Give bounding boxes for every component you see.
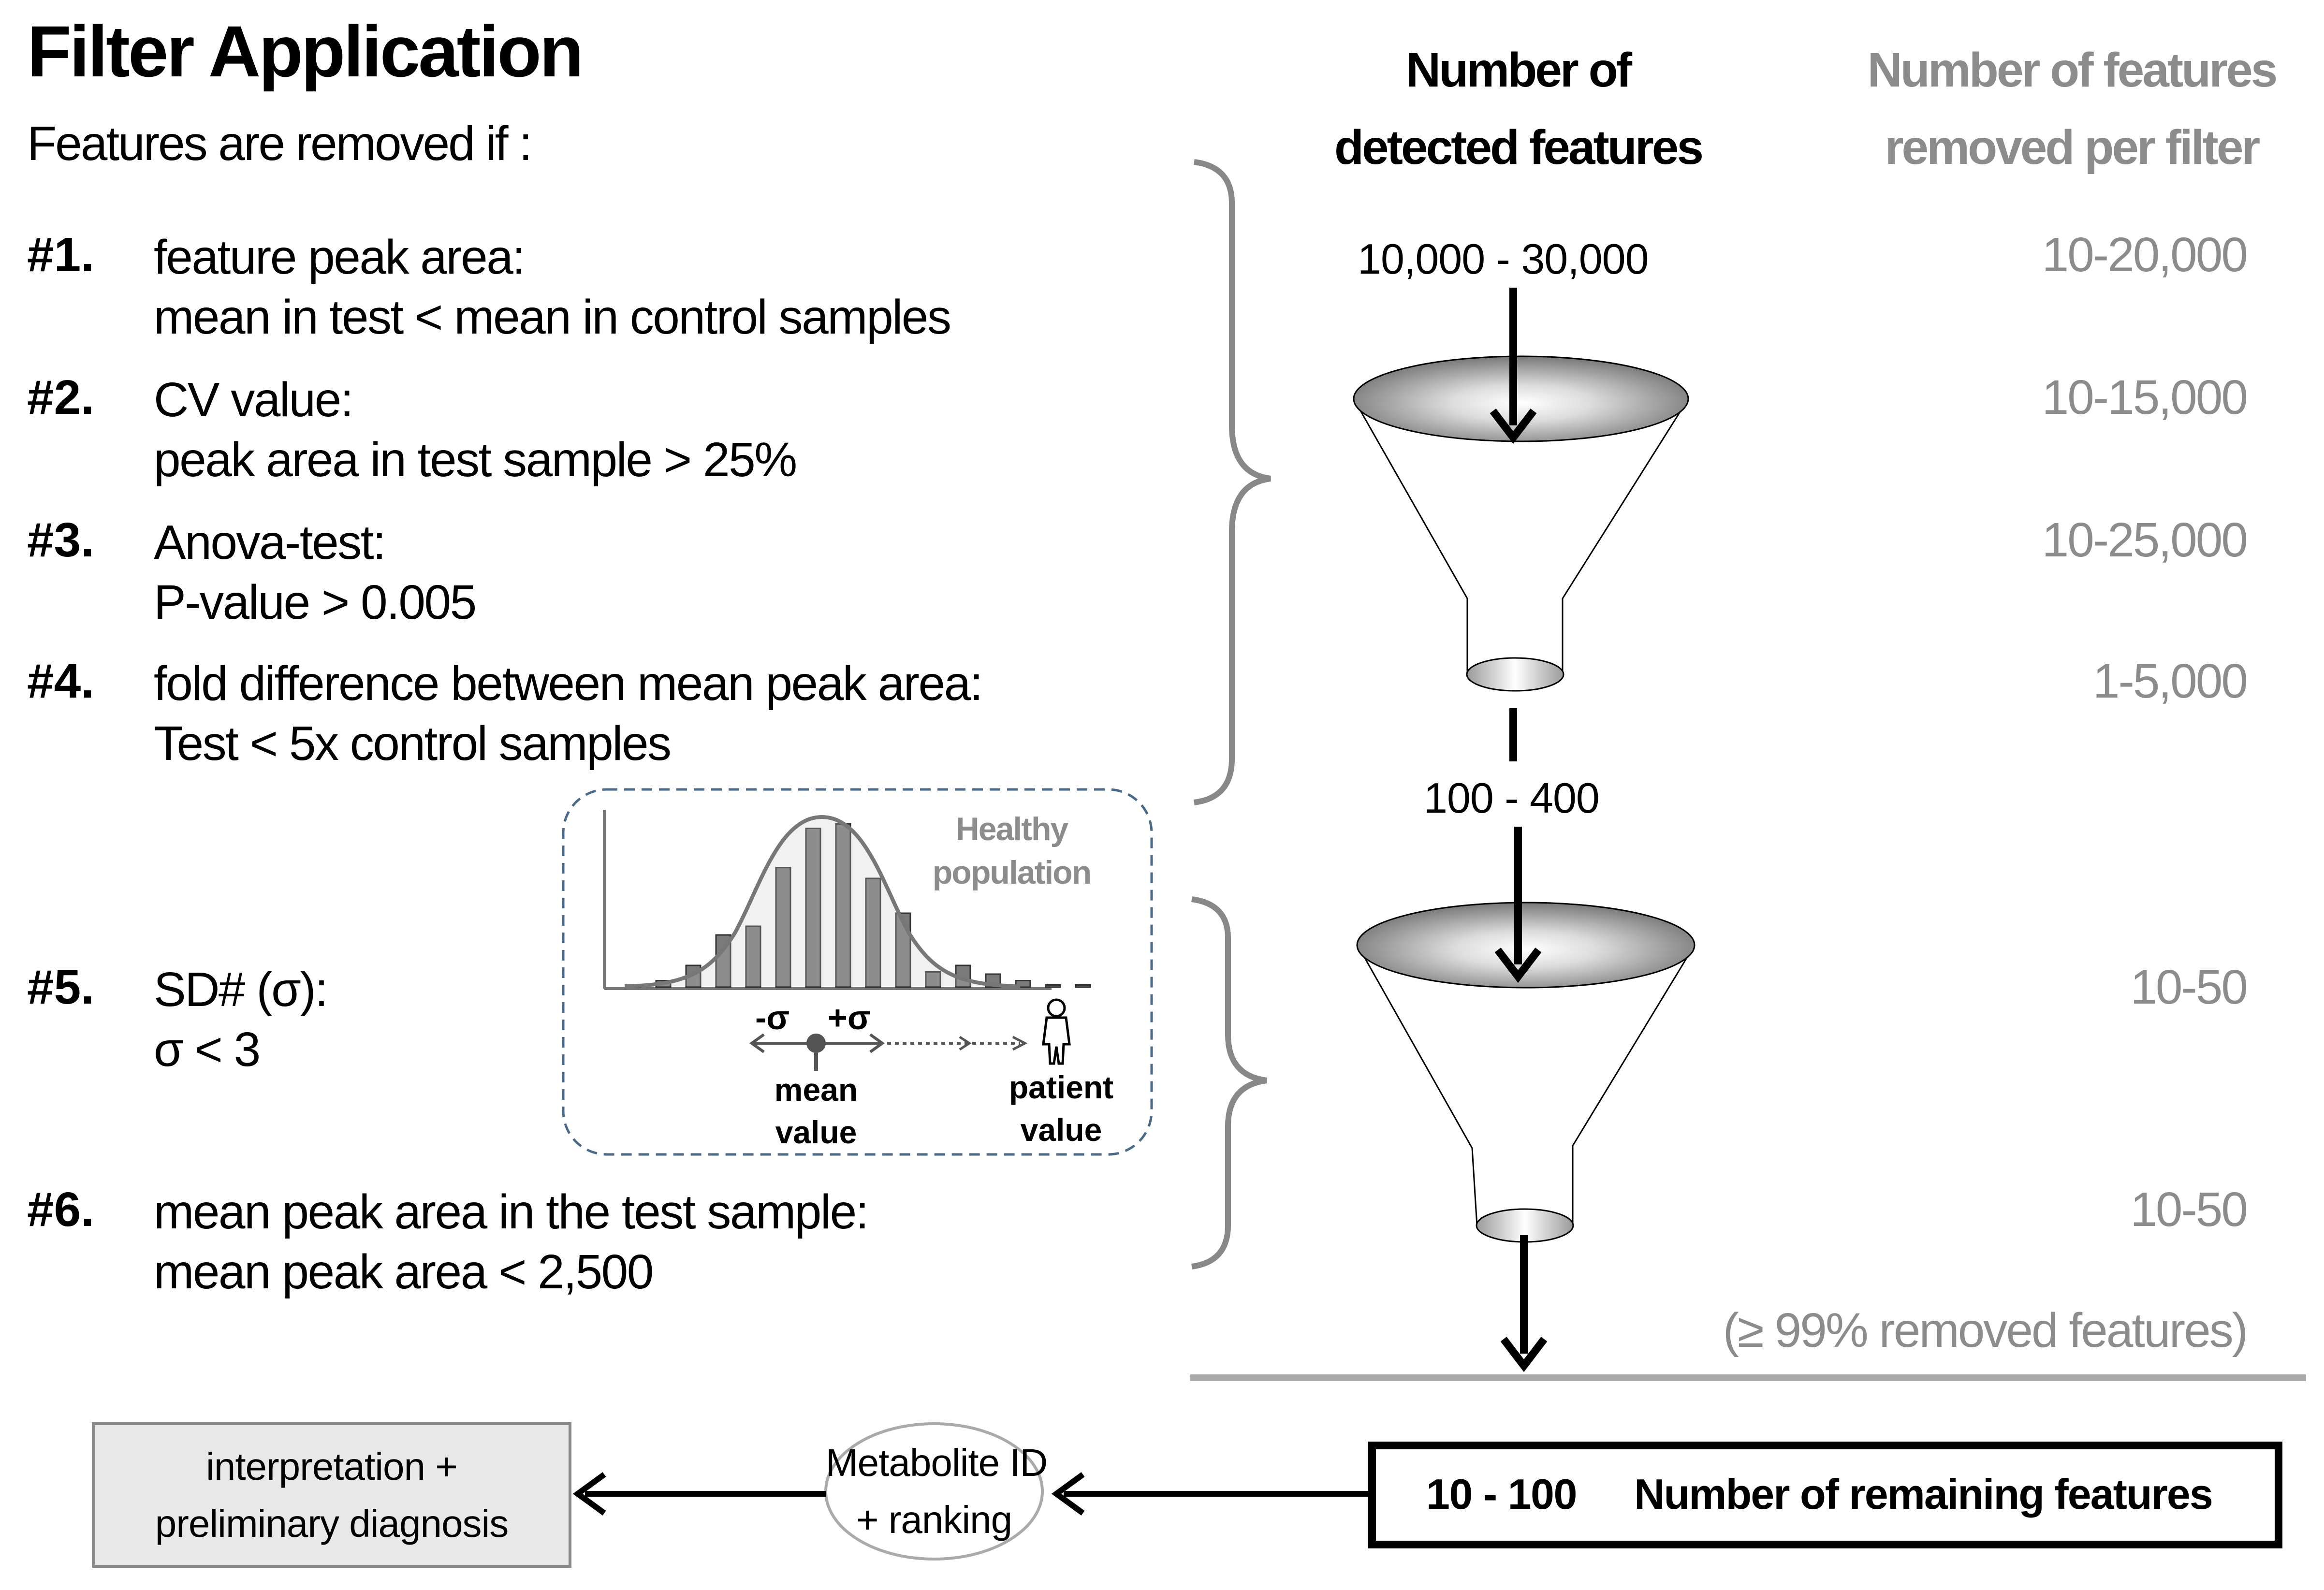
detected-features-header: Number of detected features (1276, 31, 1760, 186)
histogram-bar-b9 (865, 877, 881, 988)
removed-features-header: Number of features removed per filter (1827, 31, 2316, 186)
criterion-5-line2: σ < 3 (154, 1022, 261, 1077)
mid-count: 100 - 400 (1424, 774, 1600, 822)
histogram-bar-b11 (925, 971, 941, 988)
criterion-6-number: #6. (27, 1182, 95, 1237)
funnel-2 (1356, 902, 1695, 1243)
mean-label-line1: mean (774, 1072, 858, 1108)
criterion-1-line1: feature peak area: (154, 230, 526, 284)
criterion-1-number: #1. (27, 228, 95, 282)
removed-header-line1: Number of features (1867, 43, 2278, 97)
criterion-6: mean peak area in the test sample: mean … (154, 1182, 869, 1302)
funnel-1 (1353, 355, 1689, 692)
criterion-2-line2: peak area in test sample > 25% (154, 433, 797, 487)
removed-count-1: 10-20,000 (2042, 228, 2248, 282)
criterion-2: CV value: peak area in test sample > 25% (154, 370, 797, 490)
interpretation-box (92, 1422, 571, 1568)
mean-dot (806, 1034, 826, 1053)
funnel-1-outflow (1509, 708, 1517, 761)
patient-label-line2: value (1020, 1112, 1102, 1148)
removed-count-3: 10-25,000 (2042, 513, 2248, 567)
detected-header-line2: detected features (1334, 120, 1704, 175)
brace-1 (1194, 159, 1271, 805)
histogram-bar-b6 (775, 867, 791, 988)
criterion-1: feature peak area: mean in test < mean i… (154, 227, 951, 347)
remaining-count: 10 - 100 (1426, 1470, 1577, 1518)
removed-count-5: 10-50 (2130, 960, 2248, 1014)
criterion-4-number: #4. (27, 654, 95, 708)
brace-2 (1191, 896, 1267, 1269)
histogram-bar-b10 (895, 912, 911, 988)
mean-label-line2: value (775, 1114, 857, 1150)
criterion-3-number: #3. (27, 513, 95, 567)
removed-count-4: 1-5,000 (2092, 654, 2248, 708)
criterion-3-line2: P-value > 0.005 (154, 575, 477, 629)
mean-value-label: mean value (756, 1068, 877, 1153)
person-icon (1042, 998, 1071, 1065)
criterion-6-line1: mean peak area in the test sample: (154, 1185, 869, 1239)
criterion-5: SD# (σ): σ < 3 (154, 960, 328, 1079)
remaining-label: Number of remaining features (1634, 1470, 2213, 1518)
criterion-3-line1: Anova-test: (154, 515, 386, 569)
criterion-1-line2: mean in test < mean in control samples (154, 290, 951, 344)
inset-title-line2: population (932, 854, 1092, 891)
histogram-bar-b16 (1075, 984, 1091, 988)
metabolite-line2: + ranking (856, 1498, 1012, 1541)
removed-count-6: 10-50 (2130, 1182, 2248, 1237)
inset-title-line1: Healthy (955, 811, 1069, 847)
histogram-bar-b15 (1045, 984, 1061, 988)
page-title: Filter Application (27, 11, 584, 92)
criterion-4-line1: fold difference between mean peak area: (154, 656, 983, 711)
removed-summary: (≥ 99% removed features) (1723, 1303, 2248, 1357)
start-count: 10,000 - 30,000 (1358, 235, 1649, 283)
patient-label-line1: patient (1009, 1069, 1114, 1105)
criterion-3: Anova-test: P-value > 0.005 (154, 512, 477, 632)
criterion-4-line2: Test < 5x control samples (154, 716, 672, 771)
interpretation-line2: preliminary diagnosis (155, 1502, 509, 1545)
criterion-6-line2: mean peak area < 2,500 (154, 1245, 654, 1299)
criterion-4: fold difference between mean peak area: … (154, 654, 983, 773)
interpretation-line1: interpretation + (206, 1445, 458, 1488)
metabolite-line1: Metabolite ID (826, 1441, 1048, 1484)
minus-sigma-label: -σ (755, 999, 790, 1036)
criterion-5-line1: SD# (σ): (154, 963, 328, 1017)
detected-header-line1: Number of (1406, 43, 1632, 97)
normal-curve (624, 815, 1021, 988)
patient-value-label: patient value (991, 1066, 1131, 1151)
metabolite-text: Metabolite ID + ranking (826, 1434, 1048, 1548)
histogram-bar-b7 (805, 828, 821, 988)
interpretation-text: interpretation + preliminary diagnosis (93, 1438, 570, 1552)
plus-sigma-label: +σ (828, 999, 871, 1036)
intro-text: Features are removed if : (27, 117, 532, 171)
histogram-bar-b5 (745, 925, 761, 988)
inset-title: Healthy population (923, 807, 1100, 894)
criterion-5-number: #5. (27, 960, 95, 1014)
inset-box (562, 788, 1153, 1156)
removed-count-2: 10-15,000 (2042, 370, 2248, 424)
criterion-2-line1: CV value: (154, 373, 354, 427)
criterion-2-number: #2. (27, 370, 95, 424)
removed-header-line2: removed per filter (1885, 120, 2261, 175)
